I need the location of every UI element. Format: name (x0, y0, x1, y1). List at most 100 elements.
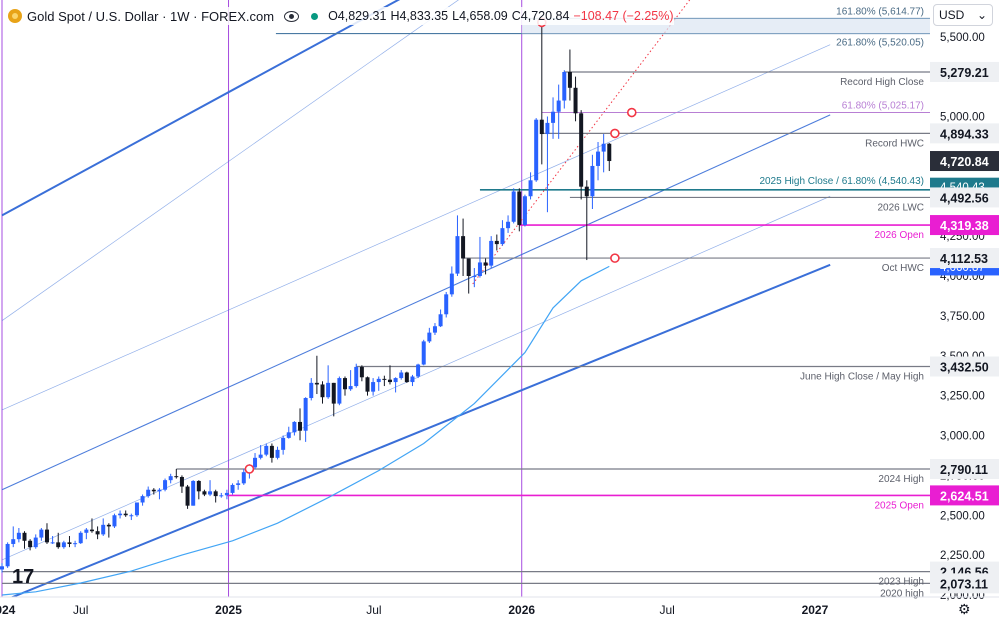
time-tick-label: 2027 (802, 603, 829, 617)
fib-level-label: 2025 High Close / 61.80% (4,540.43) (759, 176, 924, 187)
price-tick-label: 5,000.00 (940, 112, 985, 124)
candle (387, 365, 392, 385)
candle-body (286, 432, 291, 438)
gold-coin-icon (8, 9, 22, 23)
candle (314, 355, 319, 395)
candle (359, 365, 364, 382)
candle-body (416, 364, 421, 377)
level-price-text: 2,624.51 (940, 489, 989, 503)
candle (129, 513, 134, 521)
candle (202, 489, 207, 497)
time-tick-label: 2025 (215, 603, 242, 617)
candle (89, 518, 94, 533)
candle (522, 194, 527, 227)
level-price-tag (930, 123, 999, 144)
candle (191, 480, 196, 506)
candle-body (494, 240, 499, 245)
candle-body (236, 483, 241, 485)
candle-body (95, 531, 100, 535)
level-label: Record High Close (840, 77, 924, 88)
level-label: Oct HWC (882, 263, 924, 274)
candle-body (89, 529, 94, 532)
symbol-title: Gold Spot / U.S. Dollar · 1W · FOREX.com (27, 8, 275, 24)
candle (50, 535, 55, 544)
candle-body (556, 100, 561, 112)
candle-body (343, 378, 347, 390)
candle-body (387, 379, 392, 383)
candle (298, 408, 303, 441)
candle (123, 510, 128, 517)
candle (163, 478, 168, 492)
candle-body (489, 240, 494, 266)
level-price-text: 4,319.38 (940, 219, 989, 233)
candle-body (16, 532, 21, 540)
candle-body (376, 378, 381, 383)
candle-body (567, 71, 572, 88)
candle (545, 116, 550, 213)
candle-body (539, 119, 544, 135)
candle (224, 489, 229, 500)
level-price-text: 4,894.33 (940, 127, 989, 141)
price-tick-label: 5,500.00 (940, 32, 985, 44)
candle-body (73, 543, 78, 545)
candle (286, 426, 291, 439)
candle (179, 475, 184, 493)
candle (376, 376, 381, 391)
candle-body (163, 480, 168, 490)
price-axis-bg (930, 0, 999, 597)
price-axis[interactable]: 2,000.002,250.002,500.002,750.003,000.00… (930, 0, 999, 602)
candle-body (298, 421, 303, 431)
candle-body (140, 496, 145, 503)
time-tick-label: Jul (366, 603, 381, 617)
settings-icon[interactable]: ⚙ (958, 601, 971, 617)
candle-body (84, 529, 89, 533)
level-label: 2020 high (880, 588, 924, 599)
candle-body (522, 196, 527, 225)
candle-body (545, 122, 550, 135)
candle-body (410, 376, 415, 383)
candle (208, 480, 213, 497)
eye-icon[interactable] (284, 10, 300, 22)
candle (213, 489, 218, 503)
candle (292, 421, 297, 436)
open-value: O4,829.31 (328, 9, 387, 23)
current-price-text: 4,720.84 (940, 155, 989, 169)
candle-body (22, 532, 27, 541)
candle-body (146, 489, 151, 497)
candle-body (365, 377, 370, 392)
price-tick-label: 3,250.00 (940, 391, 985, 403)
trend-lines (1, 0, 831, 597)
candle (511, 188, 516, 224)
time-tick-label: Jul (73, 603, 88, 617)
time-tick-label: 2024 (0, 603, 16, 617)
candle (337, 376, 342, 406)
candle (112, 513, 117, 529)
candle (404, 371, 409, 383)
candle (421, 339, 426, 366)
candle-body (500, 228, 505, 245)
candle-body (191, 480, 196, 506)
time-axis[interactable]: 2024 Jul 2025 Jul 2026 Jul 2027 (0, 596, 999, 617)
candle-body (253, 457, 258, 468)
candle (343, 376, 347, 396)
candle (579, 110, 584, 200)
candles (0, 20, 612, 573)
candle (5, 542, 10, 568)
candle (371, 378, 376, 396)
candle (264, 443, 269, 457)
level-price-text: 4,112.53 (940, 252, 988, 266)
level-label: Record HWC (865, 138, 924, 149)
candle-body (354, 366, 359, 387)
candle-body (123, 513, 128, 516)
candle (399, 370, 404, 380)
candle-body (320, 384, 325, 398)
candle-body (61, 542, 66, 548)
level-price-tag (930, 458, 999, 479)
currency-select[interactable]: USD ⌄ (933, 4, 993, 26)
candle (601, 134, 606, 173)
tradingview-logo[interactable]: 17 (12, 566, 35, 588)
candle-body (33, 537, 38, 548)
candle-body (118, 513, 123, 516)
candle (331, 382, 336, 417)
